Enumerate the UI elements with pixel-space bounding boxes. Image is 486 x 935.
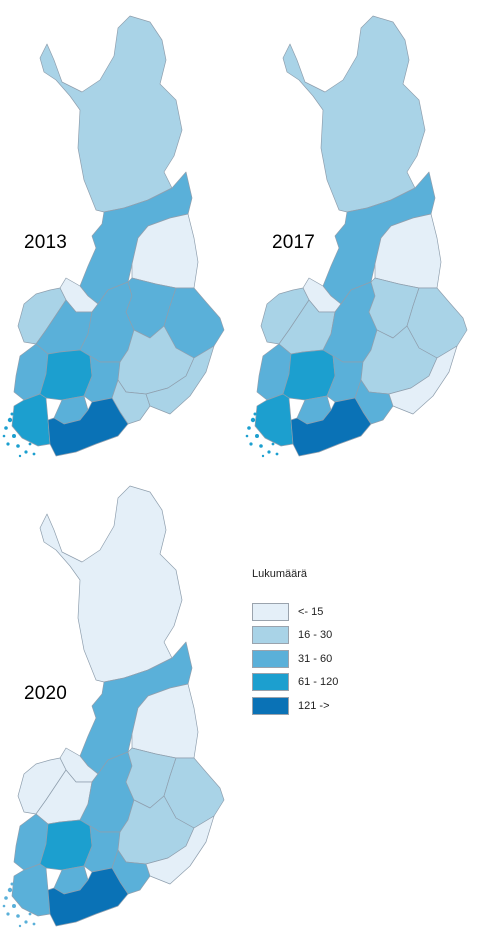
island bbox=[4, 426, 8, 430]
region-south-karelia bbox=[388, 345, 458, 415]
island bbox=[267, 450, 271, 454]
region-pirkanmaa bbox=[282, 349, 336, 401]
island bbox=[32, 452, 36, 456]
legend-item: 61 - 120 bbox=[252, 671, 452, 695]
island bbox=[250, 417, 256, 423]
year-label: 2020 bbox=[24, 683, 68, 704]
island bbox=[6, 442, 10, 446]
island bbox=[6, 912, 10, 916]
island bbox=[32, 922, 36, 926]
island bbox=[24, 920, 28, 924]
island bbox=[255, 434, 259, 438]
region-southwest-finland bbox=[11, 863, 51, 917]
island bbox=[18, 924, 22, 928]
region-uusimaa bbox=[47, 867, 129, 927]
island bbox=[4, 896, 8, 900]
island bbox=[247, 426, 251, 430]
legend-item: 31 - 60 bbox=[252, 647, 452, 671]
legend-item: <- 15 bbox=[252, 600, 452, 624]
region-lapland bbox=[282, 15, 426, 213]
island bbox=[12, 904, 16, 908]
island bbox=[259, 444, 263, 448]
island bbox=[7, 887, 13, 893]
island bbox=[271, 442, 275, 446]
island bbox=[12, 434, 16, 438]
region-south-karelia bbox=[145, 345, 215, 415]
map-2017 bbox=[245, 15, 468, 458]
legend-swatch bbox=[252, 696, 289, 715]
island bbox=[16, 444, 20, 448]
archipelago-islands bbox=[2, 412, 36, 458]
island bbox=[28, 442, 32, 446]
island bbox=[249, 442, 253, 446]
island bbox=[253, 412, 257, 416]
map-2020 bbox=[2, 485, 225, 928]
legend-swatch bbox=[252, 626, 289, 645]
island bbox=[2, 904, 6, 908]
legend-title: Lukumäärä bbox=[252, 568, 308, 580]
legend-item: 121 -> bbox=[252, 694, 452, 718]
island bbox=[261, 454, 265, 458]
legend-label: 121 -> bbox=[298, 699, 330, 712]
year-label: 2017 bbox=[272, 232, 316, 253]
island bbox=[2, 434, 6, 438]
legend-label: 31 - 60 bbox=[298, 652, 333, 665]
island bbox=[275, 452, 279, 456]
region-pirkanmaa bbox=[39, 819, 93, 871]
legend-swatch bbox=[252, 649, 289, 668]
island bbox=[18, 454, 22, 458]
region-pirkanmaa bbox=[39, 349, 93, 401]
region-southwest-finland bbox=[11, 393, 51, 447]
legend-label: 16 - 30 bbox=[298, 629, 333, 642]
island bbox=[10, 412, 14, 416]
map-legend: Lukumäärä <- 15 16 - 30 31 - 60 61 - 120… bbox=[252, 568, 452, 718]
island bbox=[24, 450, 28, 454]
year-label: 2013 bbox=[24, 232, 68, 253]
archipelago-islands bbox=[245, 412, 279, 458]
map-2013 bbox=[2, 15, 225, 458]
region-uusimaa bbox=[290, 397, 372, 457]
region-southwest-finland bbox=[254, 393, 294, 447]
legend-item: 16 - 30 bbox=[252, 624, 452, 648]
island bbox=[10, 882, 14, 886]
region-south-karelia bbox=[145, 815, 215, 885]
region-uusimaa bbox=[47, 397, 129, 457]
legend-label: 61 - 120 bbox=[298, 676, 339, 689]
island bbox=[28, 912, 32, 916]
archipelago-islands bbox=[2, 882, 36, 928]
island bbox=[245, 434, 249, 438]
legend-label: <- 15 bbox=[298, 605, 324, 618]
island bbox=[16, 914, 20, 918]
island bbox=[7, 417, 13, 423]
legend-swatch bbox=[252, 602, 289, 621]
region-lapland bbox=[39, 485, 183, 683]
legend-swatch bbox=[252, 673, 289, 692]
region-lapland bbox=[39, 15, 183, 213]
